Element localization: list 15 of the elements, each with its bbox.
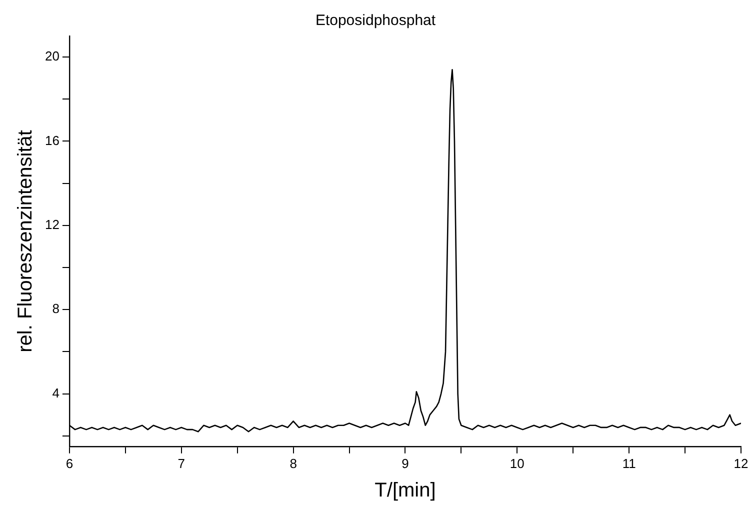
x-tick-label: 6	[66, 456, 74, 471]
x-tick-label: 12	[734, 456, 748, 471]
x-tick-label: 11	[622, 456, 636, 471]
x-axis-title: T/[min]	[374, 480, 436, 502]
y-tick-label: 8	[52, 301, 60, 316]
x-tick-label: 9	[402, 456, 409, 471]
chart-title: Etoposidphosphat	[315, 12, 436, 30]
y-tick-label: 20	[44, 48, 60, 64]
x-tick-label: 7	[178, 456, 185, 471]
y-axis-title: rel. Fluoreszenzintensität	[14, 130, 37, 352]
y-tick-label: 16	[44, 132, 60, 148]
y-tick-label: 4	[52, 385, 60, 400]
x-tick-label: 8	[290, 456, 297, 471]
x-tick-label: 10	[510, 456, 524, 471]
y-tick-label: 12	[44, 216, 60, 232]
